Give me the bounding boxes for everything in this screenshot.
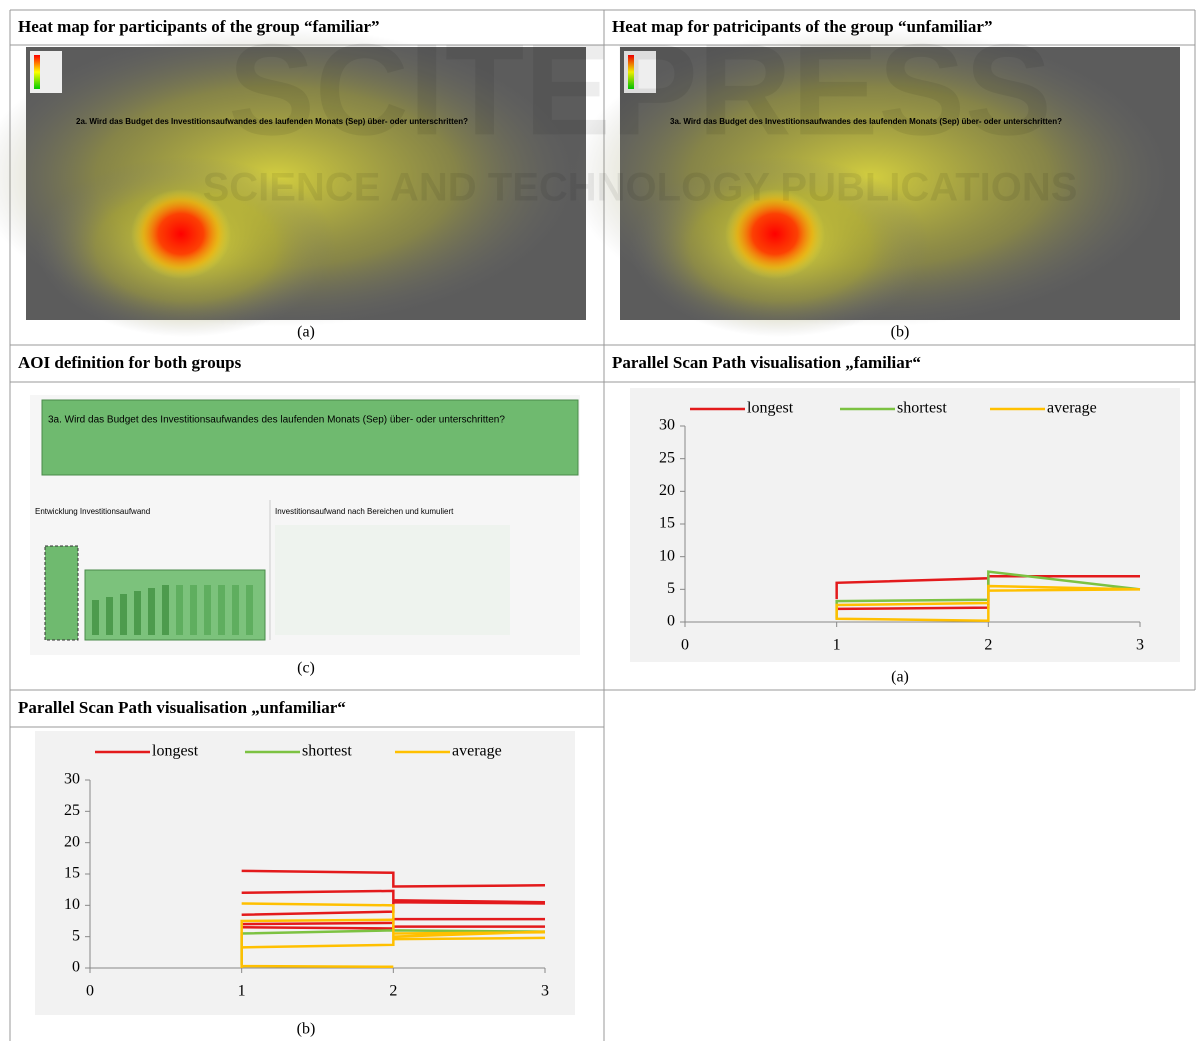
legend-label: longest [152,743,199,760]
figure: Heat map for participants of the group “… [0,0,1196,1041]
y-tick-label: 30 [659,417,675,434]
aoi-bar [106,597,113,635]
y-tick-label: 10 [659,547,675,564]
watermark: SCIENCE AND TECHNOLOGY PUBLICATIONS [203,166,1078,210]
caption: (c) [297,660,315,677]
y-tick-label: 10 [64,896,80,913]
aoi-box [45,546,78,640]
cell-title: Parallel Scan Path visualisation „famili… [612,353,921,372]
y-tick-label: 0 [72,959,80,976]
y-tick-label: 0 [667,613,675,630]
aoi-bar [92,600,99,635]
watermark: SCITEPRESS [228,16,1052,162]
x-tick-label: 0 [681,637,689,654]
x-tick-label: 2 [389,983,397,1000]
y-tick-label: 15 [659,515,675,532]
caption: (a) [891,669,909,686]
y-tick-label: 25 [659,449,675,466]
legend-label: average [452,743,502,760]
y-tick-label: 5 [667,580,675,597]
aoi-bar [218,585,225,635]
y-tick-label: 20 [659,482,675,499]
x-tick-label: 2 [984,637,992,654]
aoi-bar [148,588,155,635]
aoi-bar [232,585,239,635]
plot-background [630,388,1180,662]
legend-label: shortest [897,400,947,417]
aoi-bar [176,585,183,635]
cell-title: Parallel Scan Path visualisation „unfami… [18,698,346,717]
caption: (b) [297,1021,316,1038]
aoi-bar [246,585,253,635]
y-tick-label: 25 [64,802,80,819]
x-tick-label: 1 [238,983,246,1000]
legend-label: shortest [302,743,352,760]
aoi-bar [190,585,197,635]
heat-scale [34,55,40,89]
aoi-heading: Investitionsaufwand nach Bereichen und k… [275,507,454,516]
legend-label: average [1047,400,1097,417]
legend-label: longest [747,400,794,417]
x-tick-label: 3 [541,983,549,1000]
aoi-table [275,525,510,635]
y-tick-label: 20 [64,833,80,850]
x-tick-label: 1 [833,637,841,654]
question: 3a. Wird das Budget des Investitionsaufw… [48,415,505,426]
aoi-bar [162,585,169,635]
aoi-question-box [42,400,578,475]
y-tick-label: 30 [64,771,80,788]
aoi-bar [204,585,211,635]
aoi-heading: Entwicklung Investitionsaufwand [35,507,150,516]
plot-background [35,731,575,1015]
aoi-bar [134,591,141,635]
x-tick-label: 3 [1136,637,1144,654]
y-tick-label: 15 [64,865,80,882]
y-tick-label: 5 [72,927,80,944]
aoi-bar [120,594,127,635]
cell-title: AOI definition for both groups [18,353,242,372]
x-tick-label: 0 [86,983,94,1000]
